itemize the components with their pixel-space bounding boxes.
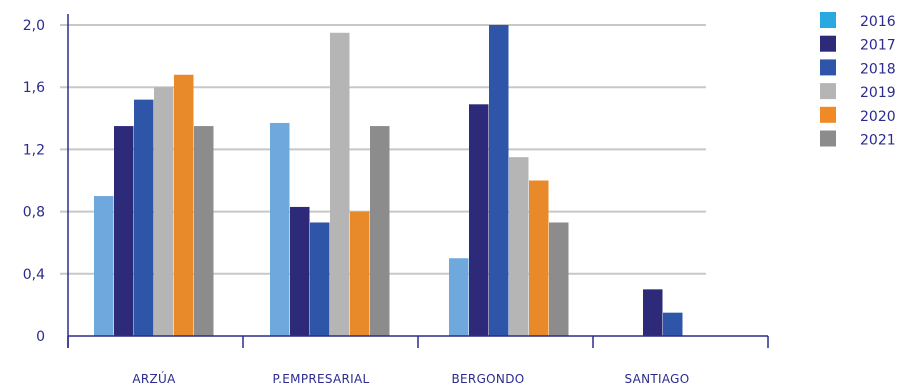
legend-label-2016: 2016: [860, 14, 896, 30]
legend-swatch-2017: [820, 35, 836, 52]
x-category-label: SANTIAGO: [624, 372, 689, 386]
bar-2016-0: [94, 196, 114, 336]
bars: [94, 25, 683, 337]
bar-2019-2: [509, 157, 529, 336]
bar-2017-0: [114, 126, 134, 336]
axes: [67, 14, 769, 348]
bar-2018-2: [489, 25, 509, 336]
bar-2017-1: [290, 206, 310, 336]
y-tick-label: 1,6: [23, 80, 45, 96]
bar-2021-0: [194, 126, 214, 336]
bar-2018-3: [663, 312, 683, 336]
bar-2021-2: [549, 222, 569, 336]
bar-2020-0: [174, 74, 194, 336]
legend-label-2018: 2018: [860, 61, 896, 77]
bar-2018-0: [134, 99, 154, 336]
y-tick-label: 1,2: [23, 142, 45, 158]
x-category-label: BERGONDO: [452, 372, 525, 386]
bar-2017-3: [643, 289, 663, 336]
bar-2016-1: [270, 122, 290, 336]
legend-swatch-2016: [820, 12, 836, 28]
x-category-labels: ARZÚA P.EMPRESARIAL BERGONDO SANTIAGO: [132, 371, 689, 386]
y-tick-label: 0,8: [23, 205, 45, 221]
bar-2016-2: [449, 258, 469, 336]
legend-label-2017: 2017: [860, 38, 896, 54]
bar-2020-1: [350, 211, 370, 336]
y-tick-label: 2,0: [23, 18, 45, 34]
legend: 2016 2017 2018 2019 2020 2021: [820, 12, 896, 149]
legend-label-2019: 2019: [860, 85, 896, 101]
x-category-label: ARZÚA: [132, 371, 176, 386]
bar-2018-1: [310, 222, 330, 336]
bar-2017-2: [469, 104, 489, 337]
legend-swatch-2019: [820, 83, 836, 100]
y-tick-labels: 0 0,4 0,8 1,2 1,6 2,0: [23, 18, 45, 345]
bar-2020-2: [529, 180, 549, 336]
x-category-label: P.EMPRESARIAL: [273, 372, 370, 386]
y-tick-label: 0: [36, 329, 45, 345]
bar-2019-1: [330, 32, 350, 337]
legend-swatch-2021: [820, 130, 836, 147]
legend-swatch-2020: [820, 106, 836, 123]
legend-swatch-2018: [820, 59, 836, 76]
legend-label-2021: 2021: [860, 133, 896, 149]
bar-2021-1: [370, 126, 390, 336]
bar-2019-0: [154, 87, 174, 336]
legend-label-2020: 2020: [860, 109, 896, 125]
y-tick-label: 0,4: [23, 267, 45, 283]
